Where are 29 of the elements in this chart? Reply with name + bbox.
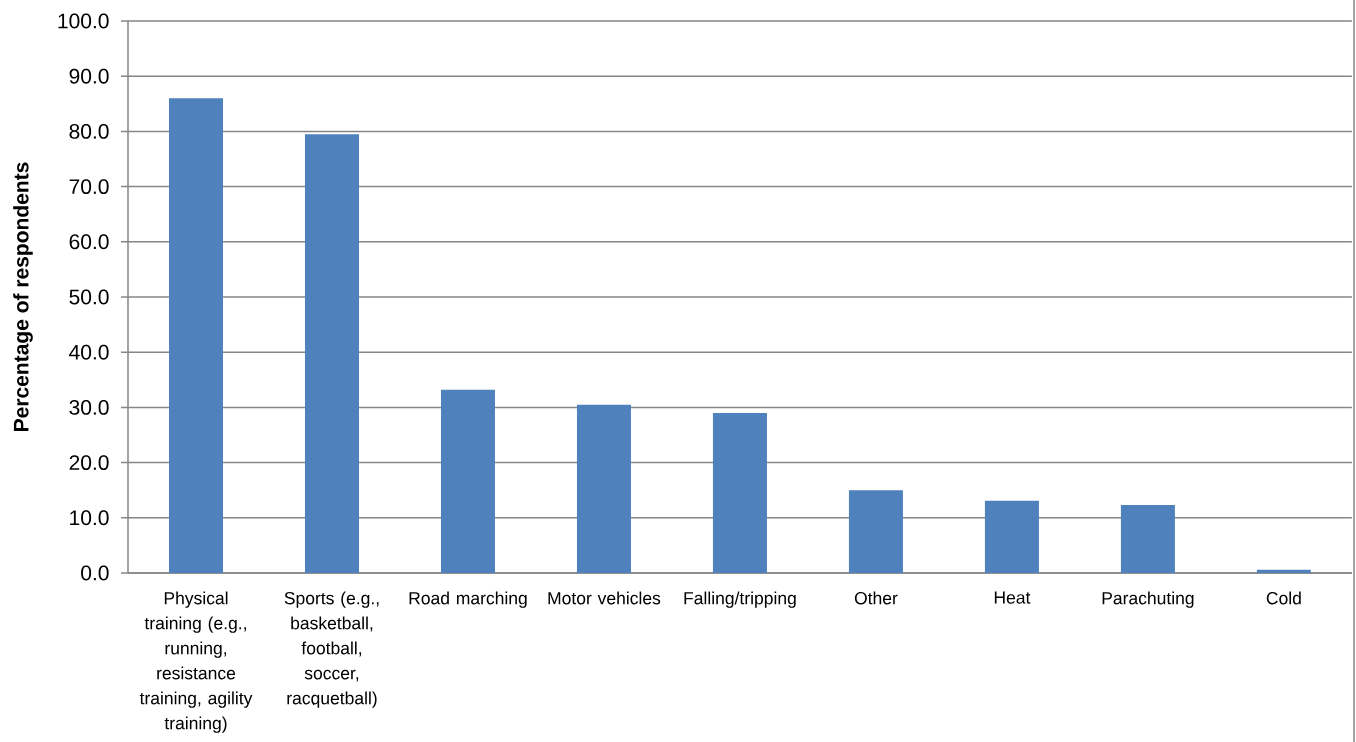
y-tick-label: 60.0 [69,234,109,250]
x-tick-label: Physical training (e.g., running, resistance training, agility training) [139,591,253,733]
x-tick-label: Sports (e.g., basketball, football, soccer, racquetball) [284,591,379,708]
x-tick-label: Cold [1266,591,1301,605]
x-tick-label: Parachuting [1102,591,1194,608]
x-tick-label: Heat [994,591,1031,604]
y-tick-label: 40.0 [69,344,109,360]
y-tick-label: 90.0 [69,68,109,84]
bar [712,412,767,573]
bar [304,134,359,573]
bar [984,500,1039,573]
x-tick-label: Falling/tripping [684,591,796,608]
y-tick-label: 100.0 [58,13,109,29]
y-tick-label: 10.0 [70,510,109,526]
y-tick-label: 70.0 [69,179,109,195]
y-tick-label: 80.0 [69,123,109,139]
x-tick-label: Motor vehicles [548,591,661,605]
y-tick-label: 50.0 [69,289,109,305]
bar [440,389,495,573]
y-axis-title: Percentage of respondents [13,162,33,431]
y-tick-label: 0.0 [81,565,109,581]
bar [576,404,631,573]
bar [169,98,223,573]
y-tick-label: 30.0 [69,399,109,415]
bar [1120,505,1175,573]
x-tick-label: Road marching [409,591,527,608]
bar [848,490,903,573]
y-tick-label: 20.0 [69,455,109,471]
x-tick-label: Other [854,591,898,605]
